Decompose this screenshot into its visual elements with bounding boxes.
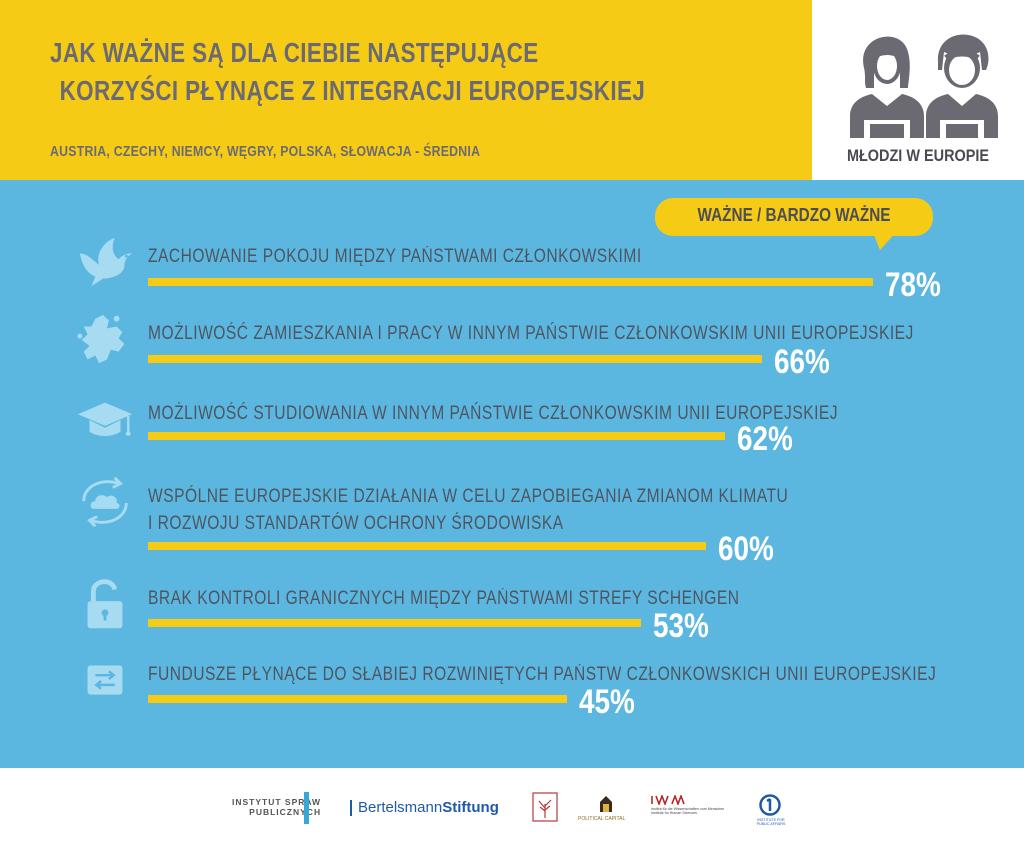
ivo-logo-icon <box>759 794 781 816</box>
bar <box>148 432 725 440</box>
page-subtitle: AUSTRIA, CZECHY, NIEMCY, WĘGRY, POLSKA, … <box>50 143 481 160</box>
page-title: JAK WAŻNE SĄ DLA CIEBIE NASTĘPUJĄCE KORZ… <box>50 34 646 110</box>
bar-category-label: MOŻLIWOŚĆ STUDIOWANIA W INNYM PAŃSTWIE C… <box>148 403 839 424</box>
logo-bs-bold: Stiftung <box>442 799 499 816</box>
political-capital-logo-text: POLITICAL CAPITAL <box>578 816 626 822</box>
bar-value-label: 60% <box>718 530 774 568</box>
bar <box>148 619 641 627</box>
footer <box>0 768 1024 844</box>
bar <box>148 695 567 703</box>
bar-category-label: FUNDUSZE PŁYNĄCE DO SŁABIEJ ROZWINIĘTYCH… <box>148 664 937 685</box>
legend-bubble-text: WAŻNE / BARDZO WAŻNE <box>697 205 891 225</box>
political-capital-logo-icon <box>600 796 612 812</box>
bar-value-label: 62% <box>737 420 793 458</box>
bar-value-label: 53% <box>653 607 709 645</box>
cloud-cycle-icon <box>82 476 128 528</box>
iwm-logo-icon <box>651 795 685 805</box>
logo-bertelsmann-stiftung: BertelsmannStiftung <box>350 800 499 816</box>
header-banner <box>0 0 812 180</box>
youth-badge: MŁODZI W EUROPIE <box>812 0 1024 180</box>
bar-category-label: I ROZWOJU STANDARTÓW OCHRONY ŚRODOWISKA <box>148 513 564 534</box>
bar-category-label: BRAK KONTROLI GRANICZNYCH MIĘDZY PAŃSTWA… <box>148 588 740 609</box>
logo-isp-line-1: INSTYTUT SPRAW <box>232 797 322 807</box>
bar-category-label: MOŻLIWOŚĆ ZAMIESZKANIA I PRACY W INNYM P… <box>148 323 914 344</box>
tree-logo-icon <box>532 792 558 822</box>
youth-figures-icon <box>850 34 998 138</box>
dove-icon <box>79 237 133 287</box>
europe-map-icon <box>77 314 125 364</box>
bar <box>148 278 873 286</box>
iwm-logo-line-1: Institut für die Wissenschaften vom Mens… <box>651 807 725 811</box>
bar-value-label: 45% <box>579 683 635 721</box>
title-line-1: JAK WAŻNE SĄ DLA CIEBIE NASTĘPUJĄCE <box>50 37 539 68</box>
bar <box>148 542 706 550</box>
ivo-logo-text: INSTITUTE FOR PUBLIC AFFAIRS <box>756 818 786 826</box>
open-padlock-icon <box>87 579 123 629</box>
iwm-logo-line-2: Institute for Human Sciences <box>651 811 697 815</box>
bar-category-label: WSPÓLNE EUROPEJSKIE DZIAŁANIA W CELU ZAP… <box>148 486 789 507</box>
logo-isp-accent <box>304 792 309 824</box>
graduation-cap-icon <box>77 402 133 436</box>
bar-value-label: 66% <box>774 343 830 381</box>
young-man-icon <box>926 34 998 138</box>
logo-instytut-spraw-publicznych: INSTYTUT SPRAW PUBLICZNYCH <box>232 797 321 817</box>
logo-isp-line-2: PUBLICZNYCH <box>249 807 322 817</box>
bar-value-label: 78% <box>885 266 941 304</box>
title-line-2: KORZYŚCI PŁYNĄCE Z INTEGRACJI EUROPEJSKI… <box>59 75 646 106</box>
young-woman-icon <box>850 36 924 138</box>
bar <box>148 355 762 363</box>
bar-category-label: ZACHOWANIE POKOJU MIĘDZY PAŃSTWAMI CZŁON… <box>148 246 642 267</box>
iwm-logo-text: Institut für die Wissenschaften vom Mens… <box>651 807 724 815</box>
legend-bubble <box>655 198 933 236</box>
badge-label: MŁODZI W EUROPIE <box>846 146 990 165</box>
logo-bs-regular: Bertelsmann <box>358 799 443 816</box>
legend-bubble-tail <box>872 230 898 250</box>
transfer-arrows-icon <box>87 665 123 695</box>
